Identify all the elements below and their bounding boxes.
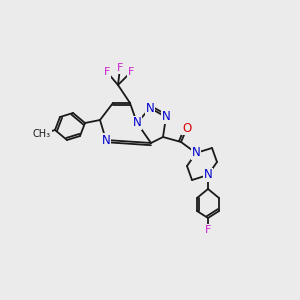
Text: N: N — [102, 134, 110, 146]
Text: N: N — [162, 110, 170, 124]
Text: O: O — [182, 122, 192, 134]
Text: F: F — [117, 63, 123, 73]
Text: F: F — [128, 67, 134, 77]
Text: N: N — [204, 169, 212, 182]
Text: N: N — [192, 146, 200, 160]
Text: F: F — [205, 225, 211, 235]
Text: F: F — [104, 67, 110, 77]
Text: CH₃: CH₃ — [33, 129, 51, 139]
Text: N: N — [133, 116, 141, 130]
Text: N: N — [146, 101, 154, 115]
